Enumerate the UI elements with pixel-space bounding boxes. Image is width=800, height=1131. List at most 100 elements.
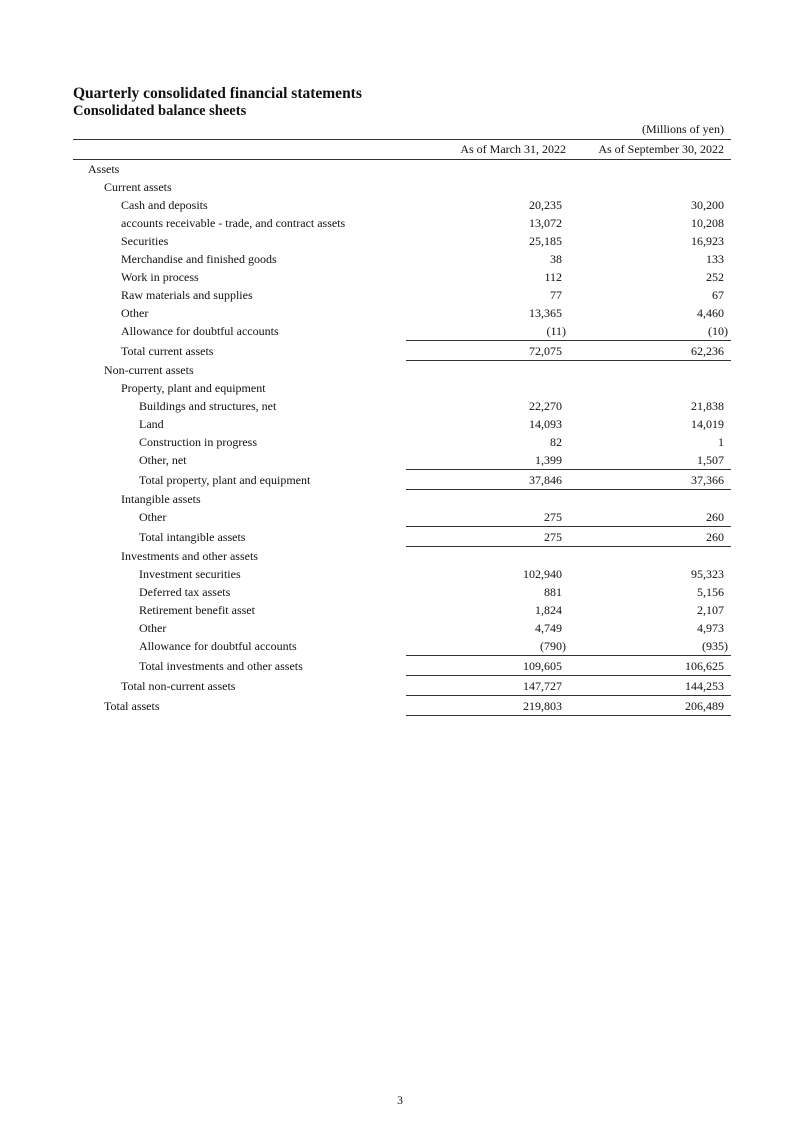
row-label: Allowance for doubtful accounts <box>121 324 279 339</box>
row-label: Investment securities <box>139 567 241 581</box>
row-label: Construction in progress <box>139 435 257 449</box>
value-march-2022: 13,365 <box>529 306 562 320</box>
table-row: Allowance for doubtful accounts (11) (10) <box>73 322 731 341</box>
table-total-row: Total investments and other assets 109,60… <box>73 655 731 676</box>
value-march-2022: 219,803 <box>406 695 566 716</box>
value-march-2022: 275 <box>544 510 562 524</box>
value-september-2022: 4,460 <box>697 306 724 320</box>
value-september-2022: 95,323 <box>691 567 724 581</box>
table-total-row: Total current assets 72,075 62,236 <box>73 340 731 361</box>
value-march-2022: 25,185 <box>529 234 562 248</box>
balance-sheet-table: As of March 31, 2022 As of September 30,… <box>73 139 731 716</box>
value-march-2022: 22,270 <box>529 399 562 413</box>
unit-label: (Millions of yen) <box>642 122 724 136</box>
row-label: Other <box>139 621 167 635</box>
row-label: Total assets <box>104 699 160 713</box>
value-march-2022: 77 <box>550 288 562 302</box>
section-subtitle: Consolidated balance sheets <box>73 103 247 119</box>
value-september-2022: (10) <box>708 324 728 338</box>
row-label: Cash and deposits <box>121 198 208 212</box>
value-march-2022 <box>406 547 566 566</box>
table-row: Other 275 260 <box>73 508 731 527</box>
value-march-2022: (11) <box>546 324 566 338</box>
column-header-march-2022: As of March 31, 2022 <box>460 142 566 156</box>
row-label: Assets <box>88 162 120 176</box>
row-label: Total non-current assets <box>121 679 236 693</box>
row-label: accounts receivable - trade, and contrac… <box>121 216 346 230</box>
value-september-2022: 144,253 <box>566 675 731 696</box>
value-september-2022: 10,208 <box>691 216 724 230</box>
value-september-2022: 206,489 <box>566 695 731 716</box>
row-label: Property, plant and equipment <box>121 381 266 395</box>
table-row: Buildings and structures, net 22,270 21,83… <box>73 397 731 415</box>
value-march-2022: 275 <box>406 526 566 547</box>
value-september-2022 <box>566 379 731 397</box>
value-march-2022: 109,605 <box>406 655 566 676</box>
table-row: Property, plant and equipment <box>73 379 731 397</box>
value-september-2022 <box>566 178 731 196</box>
table-total-row: Total assets 219,803 206,489 <box>73 695 731 716</box>
table-row: Work in process 112 252 <box>73 268 731 286</box>
value-september-2022: 4,973 <box>697 621 724 635</box>
value-september-2022: 260 <box>706 510 724 524</box>
table-row: Investment securities 102,940 95,323 <box>73 565 731 583</box>
table-row: Investments and other assets <box>73 547 731 566</box>
table-row: Other 13,365 4,460 <box>73 304 731 322</box>
value-september-2022: 14,019 <box>691 417 724 431</box>
row-label: Buildings and structures, net <box>139 399 277 413</box>
page-title: Quarterly consolidated financial stateme… <box>73 85 362 102</box>
table-row: Construction in progress 82 1 <box>73 433 731 451</box>
value-september-2022 <box>566 160 731 179</box>
value-march-2022: 102,940 <box>523 567 562 581</box>
table-total-row: Total non-current assets 147,727 144,253 <box>73 675 731 696</box>
row-label: Non-current assets <box>104 362 194 377</box>
row-label: Total investments and other assets <box>139 659 303 673</box>
row-label: Land <box>139 417 164 431</box>
value-september-2022: 133 <box>706 252 724 266</box>
row-label: Total current assets <box>121 344 214 358</box>
value-march-2022: (790) <box>540 639 566 653</box>
table-row: Assets <box>73 160 731 179</box>
value-september-2022: 260 <box>566 526 731 547</box>
row-label: Work in process <box>121 270 199 284</box>
value-march-2022: 112 <box>544 270 562 284</box>
value-september-2022: 5,156 <box>697 585 724 599</box>
value-september-2022: 2,107 <box>697 603 724 617</box>
value-march-2022: 72,075 <box>406 340 566 361</box>
value-march-2022: 4,749 <box>535 621 562 635</box>
value-september-2022: 16,923 <box>691 234 724 248</box>
value-september-2022: (935) <box>702 639 728 653</box>
value-march-2022: 147,727 <box>406 675 566 696</box>
value-september-2022: 21,838 <box>691 399 724 413</box>
row-label: Current assets <box>104 180 172 194</box>
row-label: Retirement benefit asset <box>139 603 255 617</box>
row-label: Allowance for doubtful accounts <box>139 639 297 654</box>
table-row: Securities 25,185 16,923 <box>73 232 731 250</box>
value-march-2022: 1,824 <box>535 603 562 617</box>
value-september-2022: 30,200 <box>691 198 724 212</box>
row-label: Intangible assets <box>121 491 201 506</box>
row-label: Other <box>121 306 149 320</box>
table-row: Intangible assets <box>73 490 731 509</box>
column-header-september-2022: As of September 30, 2022 <box>598 142 724 156</box>
row-label: Securities <box>121 234 169 248</box>
table-total-row: Total intangible assets 275 260 <box>73 526 731 547</box>
row-label: Deferred tax assets <box>139 585 231 599</box>
table-row: Allowance for doubtful accounts (790) (935… <box>73 637 731 656</box>
value-march-2022: 1,399 <box>535 453 562 467</box>
row-label: Investments and other assets <box>121 548 258 563</box>
value-march-2022 <box>406 379 566 397</box>
value-september-2022 <box>566 361 731 380</box>
table-row: Other, net 1,399 1,507 <box>73 451 731 470</box>
page-number: 3 <box>397 1093 403 1107</box>
value-march-2022: 14,093 <box>529 417 562 431</box>
value-march-2022: 38 <box>550 252 562 266</box>
value-march-2022: 13,072 <box>529 216 562 230</box>
value-september-2022: 62,236 <box>566 340 731 361</box>
row-label: Other, net <box>139 453 187 468</box>
value-march-2022: 881 <box>544 585 562 599</box>
value-september-2022: 106,625 <box>566 655 731 676</box>
row-label: Total intangible assets <box>139 530 246 544</box>
label-column-header <box>73 140 406 160</box>
value-september-2022: 67 <box>712 288 724 302</box>
